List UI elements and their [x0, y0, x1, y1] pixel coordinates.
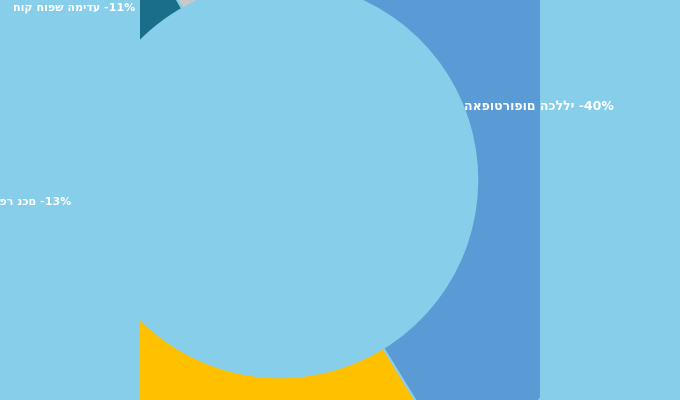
- Circle shape: [83, 0, 477, 377]
- Wedge shape: [0, 275, 458, 400]
- Wedge shape: [280, 0, 620, 400]
- Circle shape: [83, 0, 477, 389]
- Wedge shape: [280, 0, 620, 400]
- Wedge shape: [280, 0, 620, 400]
- Circle shape: [83, 0, 477, 382]
- Text: חוק חופש המידע -11%: חוק חופש המידע -11%: [13, 2, 135, 13]
- Circle shape: [83, 0, 477, 385]
- Circle shape: [83, 0, 477, 386]
- Wedge shape: [280, 0, 620, 400]
- Circle shape: [83, 0, 477, 383]
- Text: בירור מספר נכם -13%: בירור מספר נכם -13%: [0, 197, 71, 207]
- Wedge shape: [280, 0, 620, 400]
- Wedge shape: [0, 66, 107, 344]
- Text: האפוטרופום הכללי -40%: האפוטרופום הכללי -40%: [464, 100, 613, 114]
- Wedge shape: [280, 0, 620, 400]
- Wedge shape: [280, 0, 620, 400]
- Wedge shape: [280, 0, 620, 400]
- Circle shape: [83, 0, 477, 388]
- Wedge shape: [0, 0, 182, 114]
- Circle shape: [83, 0, 477, 380]
- Circle shape: [83, 0, 477, 379]
- Wedge shape: [280, 0, 620, 400]
- Wedge shape: [112, 0, 280, 9]
